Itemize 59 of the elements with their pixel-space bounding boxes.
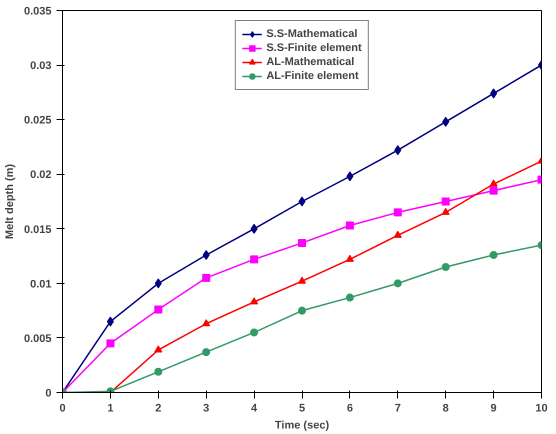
point xyxy=(298,196,306,206)
point xyxy=(394,279,402,288)
y-tick-label: 0.015 xyxy=(24,224,52,236)
x-tick-label: 5 xyxy=(298,402,306,414)
point xyxy=(394,230,402,238)
x-tick-label: 3 xyxy=(203,402,210,414)
point xyxy=(442,208,450,215)
x-tick-label: 10 xyxy=(535,402,548,414)
legend-label: AL-Mathematical xyxy=(266,55,354,69)
y-tick-label: 0 xyxy=(45,388,52,400)
point xyxy=(490,179,498,187)
point xyxy=(442,116,450,127)
x-tick-label: 8 xyxy=(442,402,449,414)
point xyxy=(490,88,498,98)
point xyxy=(250,255,258,264)
y-tick-label: 0.035 xyxy=(24,6,52,18)
x-axis-title: Time (sec) xyxy=(274,420,330,432)
x-tick-label: 7 xyxy=(394,402,401,414)
point xyxy=(106,339,114,348)
point xyxy=(154,345,162,352)
point xyxy=(154,306,162,314)
point xyxy=(346,222,354,230)
point xyxy=(346,254,354,262)
x-tick-label: 9 xyxy=(490,402,497,414)
point xyxy=(394,208,402,216)
point xyxy=(394,145,402,156)
point xyxy=(346,171,354,182)
point xyxy=(250,297,258,304)
y-tick-label: 0.01 xyxy=(30,278,52,290)
legend-label: S.S-Mathematical xyxy=(266,27,358,41)
point xyxy=(250,224,258,234)
point xyxy=(298,276,306,284)
x-tick-label: 1 xyxy=(107,402,114,414)
y-tick-label: 0.03 xyxy=(30,60,52,72)
point xyxy=(298,306,306,315)
point xyxy=(490,250,498,259)
point xyxy=(202,250,210,260)
point xyxy=(346,294,354,302)
point xyxy=(298,238,306,247)
point xyxy=(202,274,210,282)
point xyxy=(154,368,162,376)
point xyxy=(250,328,258,336)
point xyxy=(202,348,210,356)
y-tick-label: 0.02 xyxy=(30,169,52,182)
point xyxy=(490,186,498,195)
y-tick-label: 0.025 xyxy=(24,114,52,127)
x-tick-label: 6 xyxy=(346,402,353,414)
point xyxy=(442,198,450,206)
legend-label: S.S-Finite element xyxy=(266,41,362,55)
y-tick-label: 0.005 xyxy=(24,332,52,345)
x-tick-label: 0 xyxy=(59,402,66,414)
point xyxy=(442,262,450,271)
x-tick-label: 2 xyxy=(155,402,162,414)
point xyxy=(106,316,114,327)
point xyxy=(202,319,210,326)
x-tick-label: 4 xyxy=(251,402,258,414)
legend-label: AL-Finite element xyxy=(266,69,359,83)
point xyxy=(154,278,162,288)
y-axis-title: Melt depth (m) xyxy=(4,164,16,240)
